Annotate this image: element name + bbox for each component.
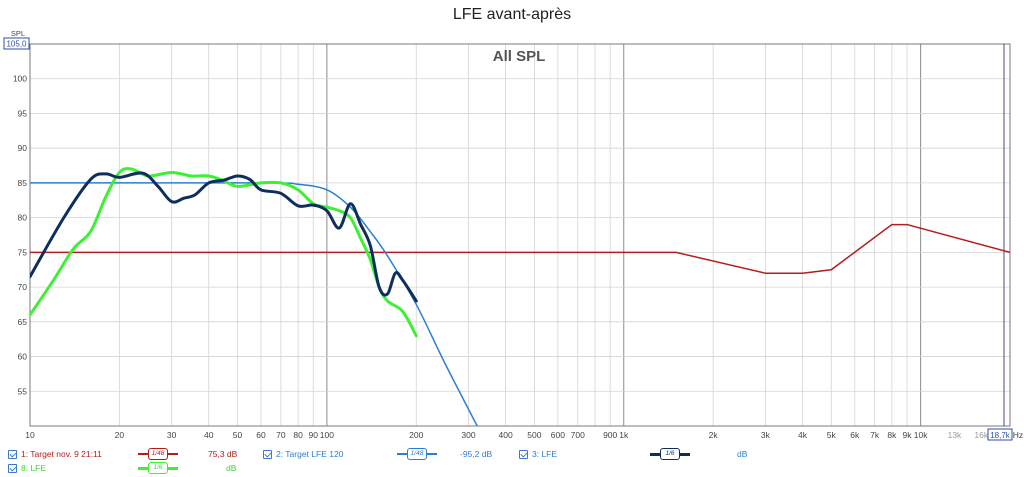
series-lfe-8 (30, 167, 418, 338)
y-tick-label: 85 (18, 178, 28, 188)
x-tick-label: 90 (309, 430, 319, 440)
x-tick-label: 400 (499, 430, 513, 440)
x-axis-unit: Hz (1013, 430, 1023, 440)
x-tick-label: 70 (276, 430, 286, 440)
x-tick-label: 700 (571, 430, 585, 440)
x-tick-label: 500 (527, 430, 541, 440)
y-top-box (3, 37, 30, 50)
x-tick-label: 3k (761, 430, 771, 440)
x-tick-label: 60 (256, 430, 266, 440)
legend-value: dB (226, 463, 237, 473)
x-end-value: 18,7k (990, 431, 1011, 440)
axes (29, 43, 1011, 427)
series-lfe-3 (30, 171, 418, 303)
legend-label: 8: LFE (21, 463, 47, 473)
series-target-nov (30, 223, 1010, 274)
x-tick-label: 100 (320, 430, 334, 440)
x-tick-label: 9k (903, 430, 913, 440)
x-tick-label: 40 (204, 430, 214, 440)
plot-area (30, 44, 1010, 426)
y-tick-label: 80 (18, 213, 28, 223)
x-tick-label: 80 (293, 430, 303, 440)
x-tick-label: 5k (827, 430, 837, 440)
checkbox-icon[interactable] (8, 449, 17, 459)
legend-swatch-lfe-8[interactable]: 1/6 (138, 462, 178, 474)
x-tick-label: 2k (709, 430, 719, 440)
x-tick-label: 10 (25, 430, 35, 440)
y-tick-label: 55 (18, 386, 28, 396)
x-tick-label: 30 (167, 430, 177, 440)
chart-title: LFE avant-après (452, 6, 572, 23)
legend: 1: Target nov. 9 21:11 1/48 75,3 dB 2: T… (0, 446, 1024, 477)
y-tick-label: 90 (18, 143, 28, 153)
grid (29, 43, 1011, 427)
y-tick-label: 60 (18, 352, 28, 362)
x-tick-label: 10k (914, 430, 928, 440)
y-tick-label: 65 (18, 317, 28, 327)
plot-frame (29, 43, 1011, 427)
legend-label: 1: Target nov. 9 21:11 (21, 449, 102, 459)
legend-item-target-lfe[interactable]: 2: Target LFE 120 (263, 448, 343, 460)
y-tick-label: 70 (18, 282, 28, 292)
legend-item-lfe-3[interactable]: 3: LFE (519, 448, 557, 460)
axis-labels: 55 60 65 70 75 80 85 90 95 100 SPL 105,0 10 20 30 40 50 6… (3, 29, 1023, 441)
x-tick-label: 600 (551, 430, 565, 440)
legend-value: 75,3 dB (208, 449, 238, 459)
legend-value: dB (737, 449, 748, 459)
smoothing-badge[interactable]: 1/48 (148, 448, 168, 460)
smoothing-badge[interactable]: 1/6 (660, 448, 680, 460)
smoothing-badge[interactable]: 1/48 (407, 448, 427, 460)
x-tick-label: 16k (974, 430, 988, 440)
series-layer (30, 167, 1010, 426)
x-end-box (987, 428, 1013, 441)
y-top-value: 105,0 (6, 40, 27, 49)
legend-swatch-lfe-3[interactable]: 1/6 (650, 448, 690, 460)
legend-swatch-target-nov[interactable]: 1/48 (138, 448, 178, 460)
x-tick-label: 1k (619, 430, 629, 440)
smoothing-badge[interactable]: 1/6 (148, 462, 168, 474)
x-tick-label: 13k (948, 430, 962, 440)
x-tick-label: 300 (461, 430, 475, 440)
frequency-response-chart[interactable]: 55 60 65 70 75 80 85 90 95 100 SPL 105,0 10 20 30 40 50 6… (0, 0, 1024, 446)
y-tick-label: 75 (18, 247, 28, 257)
x-tick-label: 7k (870, 430, 880, 440)
y-tick-label: 100 (13, 74, 27, 84)
legend-value: -95,2 dB (460, 449, 493, 459)
chart-watermark: All SPL (493, 48, 546, 65)
checkbox-icon[interactable] (8, 463, 17, 473)
checkbox-icon[interactable] (519, 449, 528, 459)
x-tick-label: 900 (603, 430, 617, 440)
x-tick-label: 4k (798, 430, 808, 440)
x-tick-label: 20 (115, 430, 125, 440)
legend-label: 3: LFE (532, 449, 558, 459)
x-tick-label: 50 (233, 430, 243, 440)
legend-label: 2: Target LFE 120 (276, 449, 344, 459)
y-tick-label: 95 (18, 108, 28, 118)
y-axis-label: SPL (11, 29, 25, 38)
legend-item-target-nov[interactable]: 1: Target nov. 9 21:11 (8, 448, 102, 460)
checkbox-icon[interactable] (263, 449, 272, 459)
x-tick-label: 8k (887, 430, 897, 440)
x-tick-label: 6k (850, 430, 860, 440)
legend-item-lfe-8[interactable]: 8: LFE (8, 462, 46, 474)
legend-swatch-target-lfe[interactable]: 1/48 (397, 448, 437, 460)
x-tick-label: 200 (409, 430, 423, 440)
